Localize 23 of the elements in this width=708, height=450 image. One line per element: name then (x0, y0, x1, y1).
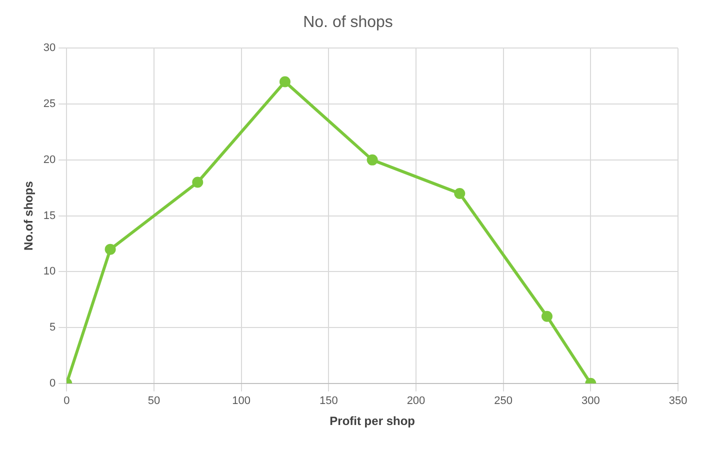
point (366, 154, 378, 166)
point (192, 176, 204, 188)
y-tick-label: 0 (50, 377, 56, 390)
y-axis-title: No.of shops (22, 180, 36, 250)
x-axis-title: Profit per shop (330, 414, 415, 428)
y-tick-label: 5 (50, 322, 56, 334)
x-tick-label: 100 (232, 395, 250, 408)
x-tick-label: 50 (148, 395, 160, 408)
point (279, 76, 290, 88)
x-tick-label: 150 (319, 395, 338, 408)
x-tick-label: 200 (406, 395, 426, 408)
chart-title: No. of shops (303, 14, 393, 32)
x-tick-label: 0 (64, 395, 70, 408)
point (104, 244, 116, 255)
x-tick-label: 350 (668, 395, 688, 408)
y-tick-label: 30 (43, 42, 56, 54)
point (454, 188, 466, 199)
x-tick-label: 300 (581, 395, 600, 408)
y-tick-label: 10 (43, 266, 56, 278)
y-tick-label: 15 (43, 210, 56, 222)
y-tick-label: 20 (43, 154, 56, 166)
y-tick-label: 25 (43, 98, 56, 110)
x-tick-label: 250 (494, 395, 513, 408)
